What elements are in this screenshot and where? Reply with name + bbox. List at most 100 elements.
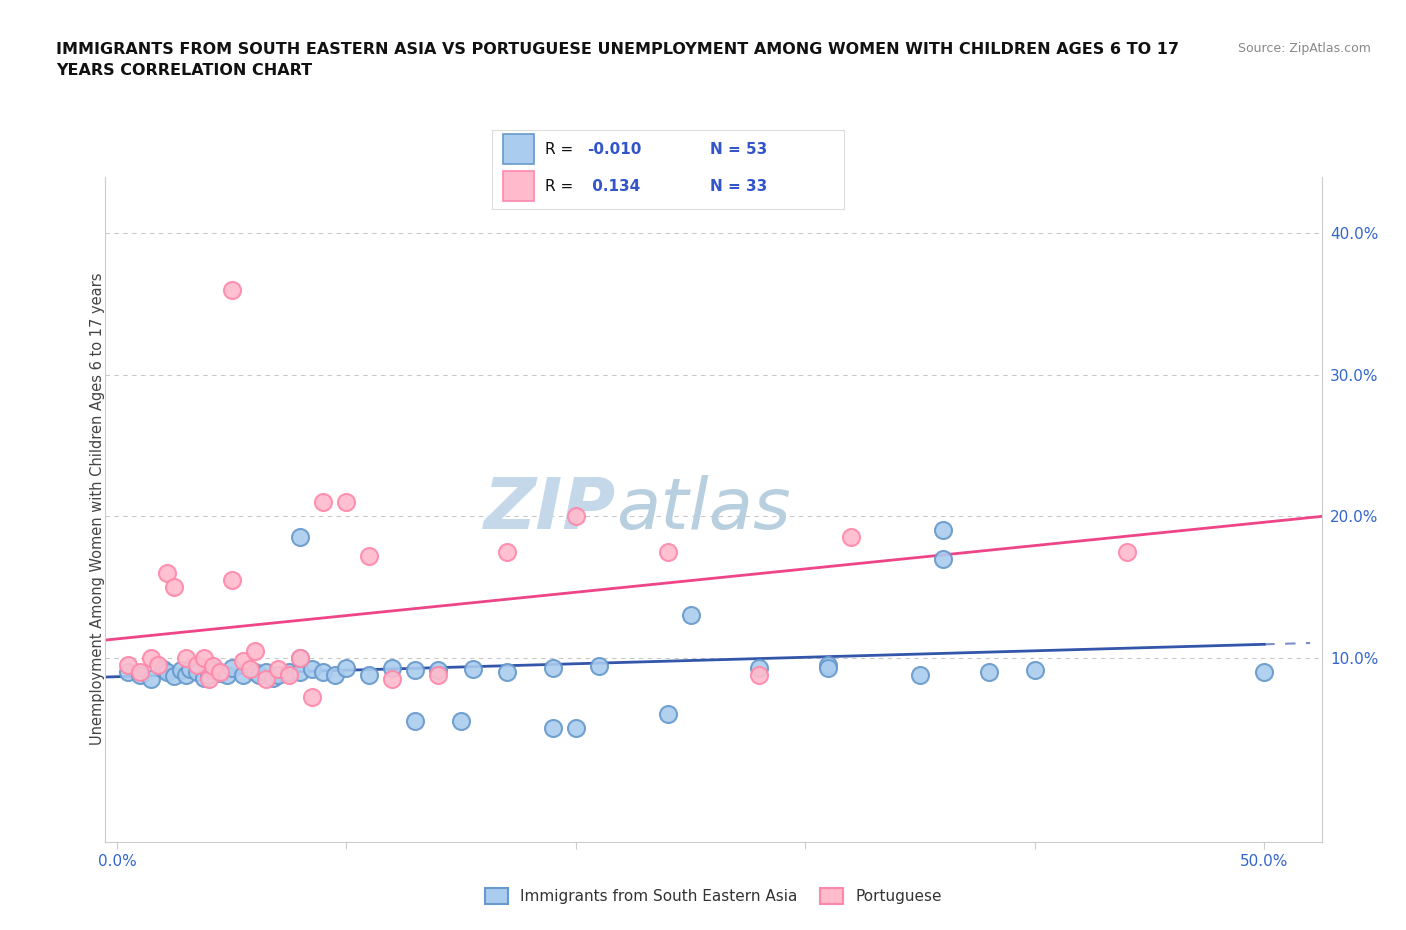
- Y-axis label: Unemployment Among Women with Children Ages 6 to 17 years: Unemployment Among Women with Children A…: [90, 272, 104, 746]
- Point: [290, 650, 312, 665]
- Point: [217, 667, 239, 682]
- Point: [427, 663, 450, 678]
- FancyBboxPatch shape: [503, 134, 534, 165]
- FancyBboxPatch shape: [503, 171, 534, 202]
- Text: N = 33: N = 33: [710, 179, 768, 193]
- Point: [541, 660, 564, 675]
- Point: [141, 650, 163, 665]
- Text: atlas: atlas: [616, 474, 790, 544]
- Point: [174, 650, 197, 665]
- Point: [932, 551, 955, 566]
- Point: [427, 667, 450, 682]
- Point: [202, 663, 225, 678]
- Point: [359, 667, 381, 682]
- Point: [565, 721, 588, 736]
- Text: IMMIGRANTS FROM SOUTH EASTERN ASIA VS PORTUGUESE UNEMPLOYMENT AMONG WOMEN WITH C: IMMIGRANTS FROM SOUTH EASTERN ASIA VS PO…: [56, 42, 1180, 78]
- Text: 0.134: 0.134: [588, 179, 640, 193]
- Point: [312, 664, 335, 679]
- Point: [163, 579, 186, 594]
- Point: [301, 661, 323, 676]
- Point: [262, 671, 284, 685]
- Point: [266, 667, 288, 682]
- Point: [335, 660, 357, 675]
- Point: [117, 664, 139, 679]
- Point: [243, 644, 266, 658]
- Point: [179, 661, 201, 676]
- Point: [239, 661, 262, 676]
- Text: R =: R =: [544, 141, 578, 156]
- Point: [404, 663, 426, 678]
- Point: [588, 658, 610, 673]
- Text: ZIP: ZIP: [484, 474, 616, 544]
- Point: [290, 650, 312, 665]
- Point: [1253, 664, 1275, 679]
- Point: [141, 671, 163, 686]
- Point: [202, 658, 225, 673]
- Point: [541, 721, 564, 736]
- Point: [193, 671, 215, 685]
- Point: [450, 714, 472, 729]
- Point: [404, 714, 426, 729]
- Point: [254, 664, 277, 679]
- Point: [335, 495, 357, 510]
- Point: [128, 664, 150, 679]
- Point: [209, 664, 232, 679]
- Point: [254, 671, 277, 686]
- Point: [247, 667, 270, 682]
- Point: [156, 664, 179, 679]
- Point: [156, 565, 179, 580]
- Point: [1115, 544, 1137, 559]
- Point: [323, 667, 346, 682]
- Point: [657, 544, 679, 559]
- Legend: Immigrants from South Eastern Asia, Portuguese: Immigrants from South Eastern Asia, Port…: [479, 882, 948, 910]
- Point: [312, 495, 335, 510]
- Point: [359, 549, 381, 564]
- Point: [679, 608, 702, 623]
- Point: [932, 523, 955, 538]
- Point: [817, 660, 839, 675]
- Point: [117, 658, 139, 672]
- Point: [221, 573, 243, 588]
- Text: N = 53: N = 53: [710, 141, 768, 156]
- Point: [170, 663, 193, 678]
- Point: [197, 667, 219, 682]
- Point: [163, 669, 186, 684]
- Point: [152, 661, 174, 676]
- Text: R =: R =: [544, 179, 578, 193]
- Point: [496, 664, 519, 679]
- Point: [839, 530, 862, 545]
- Text: Source: ZipAtlas.com: Source: ZipAtlas.com: [1237, 42, 1371, 55]
- Point: [278, 664, 301, 679]
- Point: [290, 530, 312, 545]
- Point: [278, 667, 301, 682]
- Point: [193, 650, 215, 665]
- Point: [381, 660, 404, 675]
- Point: [232, 667, 254, 682]
- Point: [209, 666, 232, 681]
- Point: [657, 707, 679, 722]
- Point: [232, 653, 254, 668]
- Point: [186, 664, 208, 679]
- Point: [186, 658, 208, 672]
- Text: -0.010: -0.010: [588, 141, 641, 156]
- Point: [817, 658, 839, 672]
- Point: [243, 664, 266, 679]
- Point: [266, 661, 288, 676]
- Point: [748, 667, 770, 682]
- Point: [221, 660, 243, 675]
- Point: [301, 690, 323, 705]
- Point: [1024, 663, 1046, 678]
- Point: [977, 664, 1000, 679]
- Point: [381, 671, 404, 686]
- Point: [128, 667, 150, 682]
- Point: [461, 661, 484, 676]
- Point: [908, 667, 931, 682]
- Point: [748, 660, 770, 675]
- Point: [290, 664, 312, 679]
- Point: [565, 509, 588, 524]
- Point: [148, 658, 170, 672]
- Point: [496, 544, 519, 559]
- Point: [197, 671, 219, 686]
- Point: [174, 667, 197, 682]
- Point: [221, 283, 243, 298]
